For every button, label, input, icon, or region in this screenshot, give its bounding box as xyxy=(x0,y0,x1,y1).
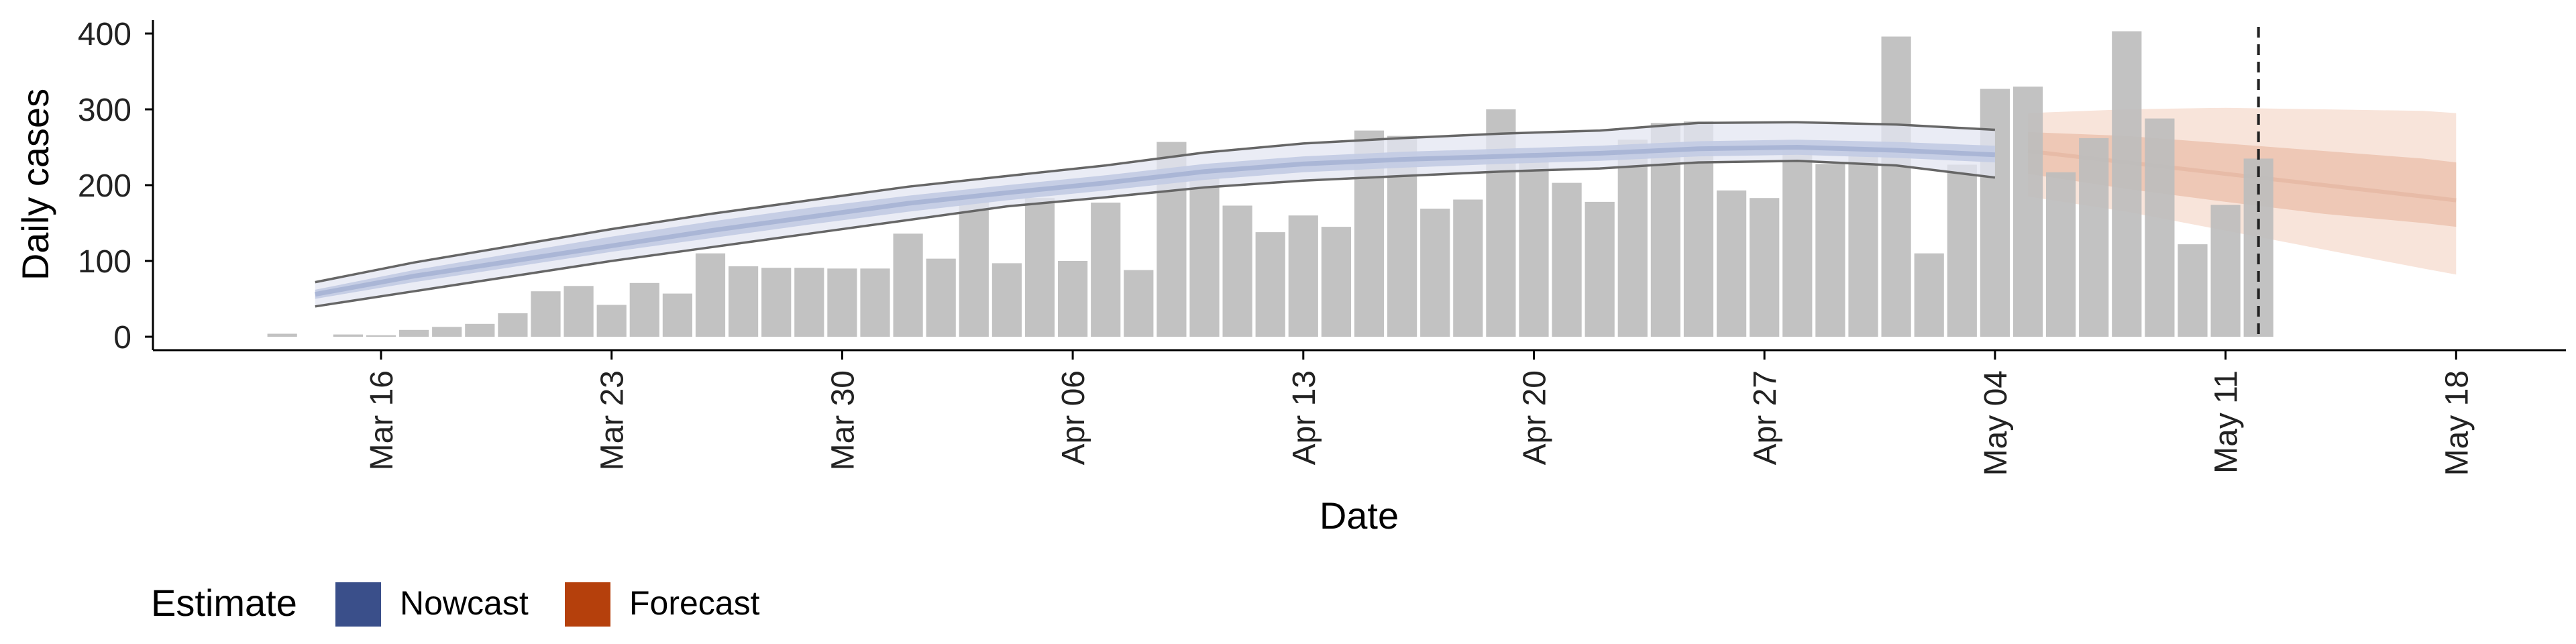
x-tick-label: Mar 16 xyxy=(364,370,400,470)
observed-bar xyxy=(498,313,528,337)
x-tick-label: May 18 xyxy=(2439,370,2475,476)
observed-bar xyxy=(1914,253,1944,337)
y-tick-label: 400 xyxy=(78,17,131,52)
observed-bar xyxy=(1552,182,1582,337)
forecast-median-line xyxy=(2027,149,2457,203)
observed-bar xyxy=(1519,156,1549,337)
y-tick-label: 100 xyxy=(78,244,131,280)
observed-bar xyxy=(1980,89,2010,337)
observed-bar xyxy=(465,323,495,337)
observed-bar xyxy=(1947,164,1977,337)
observed-bar xyxy=(399,329,429,337)
x-tick-label: Mar 23 xyxy=(595,370,631,470)
x-tick-label: May 11 xyxy=(2209,370,2245,474)
x-tick-label: Apr 06 xyxy=(1056,370,1091,465)
observed-bar xyxy=(366,335,396,337)
observed-bar xyxy=(432,327,462,337)
observed-bar xyxy=(1024,198,1055,337)
observed-bar xyxy=(827,268,857,337)
observed-bar xyxy=(761,268,792,337)
observed-bar xyxy=(2210,205,2241,337)
observed-bar xyxy=(1585,201,1615,337)
observed-bar xyxy=(267,333,297,337)
legend-label-nowcast: Nowcast xyxy=(400,584,529,622)
observed-bar xyxy=(1189,177,1220,337)
observed-bar xyxy=(2178,244,2208,337)
nowcast-lower-bound xyxy=(315,160,1996,308)
observed-bar xyxy=(531,291,561,337)
observed-bar xyxy=(2079,138,2109,337)
y-tick-label: 200 xyxy=(78,168,131,204)
observed-bar xyxy=(564,286,594,337)
observed-bar xyxy=(1288,215,1318,337)
observed-bar xyxy=(1848,151,1878,337)
observed-bar xyxy=(959,199,989,337)
nowcast-inner-band xyxy=(315,140,1995,299)
observed-bar xyxy=(1750,198,1780,337)
observed-bar xyxy=(1058,261,1088,337)
nowcast-upper-bound xyxy=(315,121,1995,284)
x-axis-title: Date xyxy=(1320,494,1399,537)
legend-swatch-nowcast xyxy=(335,582,381,627)
y-tick-label: 300 xyxy=(78,93,131,128)
observed-bar xyxy=(1453,199,1483,337)
x-tick-label: Apr 13 xyxy=(1287,370,1322,465)
nowcast-ribbon-layer xyxy=(315,121,1996,308)
observed-bar xyxy=(1255,232,1285,337)
legend-label-forecast: Forecast xyxy=(629,584,760,622)
observed-bar xyxy=(333,334,363,337)
observed-bar xyxy=(860,268,890,337)
x-tick-label: Mar 30 xyxy=(825,370,861,470)
observed-bar xyxy=(2046,172,2076,337)
y-ticks: 0 100 200 300 400 xyxy=(78,17,153,356)
observed-bar xyxy=(629,282,659,337)
observed-bar xyxy=(1321,227,1351,337)
observed-bar xyxy=(893,233,923,337)
legend-title: Estimate xyxy=(151,582,297,624)
nowcast-median-line xyxy=(315,144,1996,297)
x-tick-label: May 04 xyxy=(1978,370,2014,476)
observed-bar xyxy=(926,258,956,337)
x-tick-label: Apr 20 xyxy=(1517,370,1553,465)
observed-bar xyxy=(2012,87,2043,337)
observed-bar xyxy=(1222,205,1252,337)
legend: Estimate Nowcast Forecast xyxy=(151,582,760,627)
y-axis-title: Daily cases xyxy=(14,89,56,280)
observed-bar xyxy=(1815,164,1845,337)
observed-bar xyxy=(662,293,692,337)
observed-bar xyxy=(1617,140,1648,337)
observed-bar xyxy=(1124,270,1154,337)
observed-bar xyxy=(1782,149,1813,337)
observed-bar xyxy=(2112,31,2142,337)
observed-bar xyxy=(1717,190,1747,337)
observed-bar xyxy=(1091,203,1121,337)
observed-bar xyxy=(1881,36,1911,337)
observed-bar xyxy=(695,253,726,337)
observed-bar xyxy=(991,263,1022,337)
x-tick-label: Apr 27 xyxy=(1748,370,1783,465)
observed-bar xyxy=(794,268,824,337)
observed-bar xyxy=(1420,209,1450,337)
observed-bar xyxy=(729,266,759,337)
legend-swatch-forecast xyxy=(565,582,610,627)
observed-bar xyxy=(2145,118,2175,337)
observed-bar xyxy=(596,305,627,337)
y-tick-label: 0 xyxy=(113,320,131,356)
x-ticks: Mar 16 Mar 23 Mar 30 Apr 06 Apr 13 Apr 20 Apr … xyxy=(364,350,2475,476)
